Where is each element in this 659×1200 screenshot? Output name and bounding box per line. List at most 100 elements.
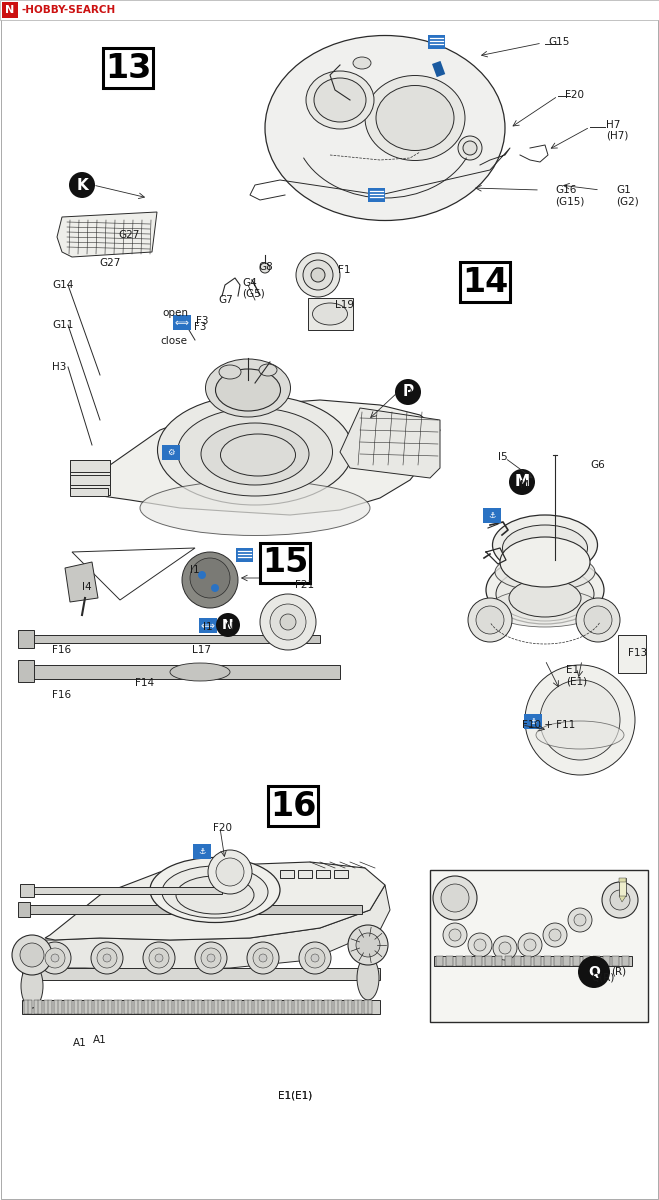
Text: open: open xyxy=(162,308,188,318)
Circle shape xyxy=(463,140,477,155)
Ellipse shape xyxy=(314,78,366,122)
Ellipse shape xyxy=(486,556,604,624)
Circle shape xyxy=(468,598,512,642)
Ellipse shape xyxy=(221,434,295,476)
Ellipse shape xyxy=(536,721,624,749)
Bar xyxy=(430,870,648,1022)
Bar xyxy=(554,956,561,966)
Circle shape xyxy=(584,606,612,634)
Bar xyxy=(465,956,473,966)
Circle shape xyxy=(433,876,477,920)
Ellipse shape xyxy=(513,538,577,572)
Circle shape xyxy=(303,260,333,290)
Circle shape xyxy=(311,954,319,962)
Bar xyxy=(0,0,659,20)
Text: P: P xyxy=(403,384,414,400)
Circle shape xyxy=(20,943,44,967)
Circle shape xyxy=(356,934,380,958)
Text: ⚓: ⚓ xyxy=(488,511,496,520)
Bar xyxy=(144,1000,152,1014)
Text: A1: A1 xyxy=(93,1034,107,1045)
Bar xyxy=(280,870,294,878)
Text: N: N xyxy=(226,622,234,632)
Circle shape xyxy=(216,613,240,637)
Circle shape xyxy=(51,954,59,962)
Bar xyxy=(583,956,590,966)
Ellipse shape xyxy=(176,876,254,914)
Ellipse shape xyxy=(509,578,581,617)
Circle shape xyxy=(568,908,592,932)
Ellipse shape xyxy=(306,71,374,128)
Bar xyxy=(114,1000,122,1014)
Bar xyxy=(485,956,492,966)
Circle shape xyxy=(190,558,230,598)
Circle shape xyxy=(45,948,65,968)
Circle shape xyxy=(518,934,542,958)
Bar xyxy=(234,1000,242,1014)
Circle shape xyxy=(443,923,467,947)
Bar xyxy=(368,188,385,202)
Text: F3: F3 xyxy=(196,316,208,326)
Circle shape xyxy=(270,604,306,640)
Bar xyxy=(619,878,626,882)
Text: G16: G16 xyxy=(555,185,577,194)
Text: F20: F20 xyxy=(212,823,231,833)
Text: (G5): (G5) xyxy=(242,289,265,299)
Ellipse shape xyxy=(492,515,598,575)
Circle shape xyxy=(578,956,610,988)
Text: F20: F20 xyxy=(565,90,584,100)
Bar xyxy=(104,1000,112,1014)
Circle shape xyxy=(509,469,535,494)
Ellipse shape xyxy=(170,662,230,680)
Bar xyxy=(244,1000,252,1014)
Bar xyxy=(44,1000,52,1014)
Bar xyxy=(204,1000,212,1014)
Circle shape xyxy=(97,948,117,968)
Bar xyxy=(70,488,108,496)
Bar xyxy=(103,48,153,88)
Circle shape xyxy=(610,890,630,910)
Text: ⟺: ⟺ xyxy=(201,620,215,630)
Circle shape xyxy=(201,948,221,968)
Text: L19: L19 xyxy=(335,300,354,310)
Text: I4: I4 xyxy=(82,582,92,592)
Circle shape xyxy=(195,942,227,974)
Bar xyxy=(22,968,380,980)
Text: -HOBBY-SEARCH: -HOBBY-SEARCH xyxy=(22,5,116,14)
Circle shape xyxy=(311,268,325,282)
Circle shape xyxy=(299,942,331,974)
Ellipse shape xyxy=(265,36,505,221)
Bar xyxy=(70,460,110,472)
Bar xyxy=(284,1000,292,1014)
Bar xyxy=(254,1000,262,1014)
Polygon shape xyxy=(45,862,385,940)
Text: G14: G14 xyxy=(52,280,73,290)
Circle shape xyxy=(493,936,517,960)
Text: H7: H7 xyxy=(606,120,620,130)
Bar xyxy=(18,902,30,917)
Circle shape xyxy=(524,938,536,950)
Ellipse shape xyxy=(215,370,281,410)
Circle shape xyxy=(182,552,238,608)
Text: G4: G4 xyxy=(242,278,257,288)
Bar xyxy=(364,1000,372,1014)
Text: G11: G11 xyxy=(52,320,73,330)
Ellipse shape xyxy=(489,589,601,626)
Text: G8: G8 xyxy=(258,262,273,272)
Bar xyxy=(214,1000,222,1014)
Bar xyxy=(94,1000,102,1014)
Text: K: K xyxy=(76,178,88,192)
Bar xyxy=(24,1000,32,1014)
Circle shape xyxy=(449,929,461,941)
Text: F16: F16 xyxy=(52,690,71,700)
Bar xyxy=(334,1000,342,1014)
Bar xyxy=(505,956,511,966)
Bar xyxy=(304,1000,312,1014)
Text: E1(E1): E1(E1) xyxy=(278,1090,312,1100)
Bar xyxy=(314,1000,322,1014)
Bar xyxy=(308,298,353,330)
Circle shape xyxy=(499,942,511,954)
Bar xyxy=(618,635,646,673)
Bar xyxy=(455,956,463,966)
Bar xyxy=(544,956,551,966)
